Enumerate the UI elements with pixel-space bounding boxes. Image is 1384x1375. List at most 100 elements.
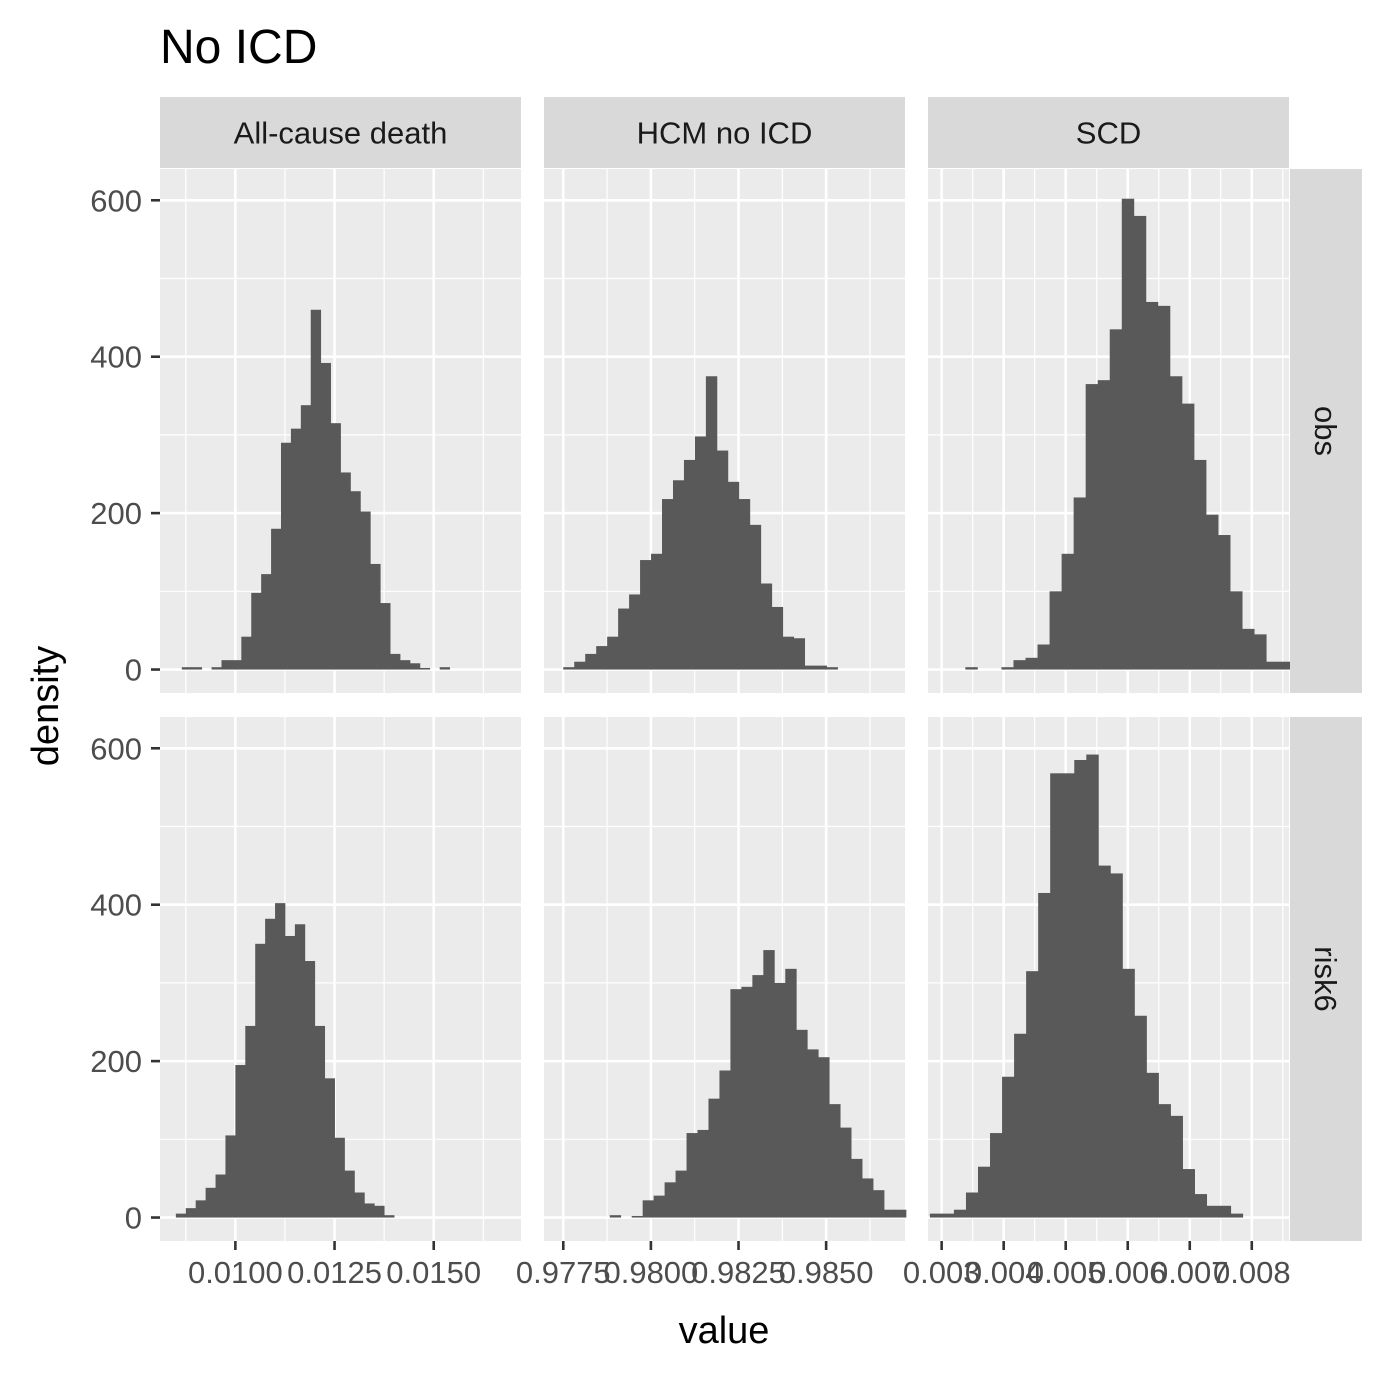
histogram-bar (990, 1133, 1003, 1218)
histogram-bar (708, 1098, 720, 1218)
histogram-bar (384, 1215, 395, 1218)
histogram-bar (221, 660, 232, 670)
histogram-bar (763, 950, 775, 1218)
histogram-bar (862, 1178, 874, 1218)
histogram-bar (245, 1025, 256, 1218)
histogram-bar (686, 1133, 698, 1218)
histogram-bar (175, 1213, 187, 1218)
histogram-bar (231, 660, 242, 670)
x-tick-label: 0.9825 (691, 1255, 786, 1290)
histogram-bar (1170, 1115, 1183, 1218)
column-strip-label: All-cause death (234, 116, 448, 151)
histogram-bar (235, 1065, 246, 1218)
histogram-bar (829, 1104, 841, 1218)
histogram-bar (1242, 628, 1255, 670)
histogram-bar (1206, 1205, 1220, 1218)
histogram-bar (1110, 873, 1123, 1218)
histogram-bar (211, 667, 222, 670)
histogram-bar (1050, 773, 1063, 1218)
histogram-bar (1157, 305, 1171, 670)
histogram-bar (716, 450, 729, 670)
histogram-bar (1085, 384, 1099, 670)
column-strip-2: SCD (928, 97, 1289, 168)
histogram-bar (1097, 380, 1111, 670)
x-tick-label: 0.003 (903, 1255, 981, 1290)
histogram-bar (271, 528, 282, 670)
histogram-bar (965, 1192, 979, 1218)
y-tick-label: 400 (90, 888, 142, 923)
histogram-bar (631, 1215, 644, 1218)
column-strip-label: HCM no ICD (637, 116, 813, 151)
histogram-bar (409, 663, 421, 670)
histogram-bar (730, 989, 742, 1218)
y-tick-label: 0 (125, 1201, 142, 1236)
histogram-bar (1074, 760, 1087, 1218)
histogram-bar (1122, 968, 1135, 1218)
histogram-bar (1086, 754, 1099, 1218)
histogram-bar (1230, 591, 1243, 670)
histogram-bar (574, 661, 586, 670)
histogram-bar (1254, 634, 1267, 670)
histogram-bar (1049, 591, 1063, 670)
histogram-bar (275, 903, 286, 1218)
histogram-bar (873, 1190, 885, 1218)
histogram-bar (300, 405, 312, 670)
panel-obs-0 (160, 169, 521, 693)
histogram-bar (330, 423, 341, 670)
panel-obs-1 (544, 169, 905, 693)
y-tick-label: 600 (90, 183, 142, 218)
column-strip-0: All-cause death (160, 97, 521, 168)
histogram-bar (629, 594, 641, 670)
histogram-bar (191, 667, 203, 670)
histogram-bar (1266, 661, 1279, 670)
histogram-bar (320, 362, 331, 670)
histogram-bar (1182, 1169, 1195, 1218)
histogram-bar (261, 574, 272, 670)
y-axis-label: density (25, 646, 67, 766)
histogram-bar (818, 1057, 830, 1218)
histogram-bar (1002, 1076, 1015, 1218)
histogram-bar (251, 592, 262, 670)
strip-background (1290, 169, 1362, 693)
histogram-bar (929, 1213, 943, 1218)
histogram-bar (1181, 403, 1195, 670)
histogram-bar (1098, 865, 1111, 1218)
histogram-bar (1230, 1213, 1244, 1218)
histogram-bar (1062, 773, 1075, 1218)
histogram-bar (205, 1187, 216, 1218)
histogram-bar (771, 606, 784, 670)
histogram-bar (1193, 459, 1207, 670)
histogram-bar (774, 982, 786, 1218)
histogram-bar (1037, 644, 1050, 670)
histogram-bar (782, 636, 795, 670)
histogram-bar (350, 491, 361, 670)
histogram-bar (310, 309, 322, 670)
histogram-bar (340, 472, 351, 670)
histogram-bar (419, 667, 431, 670)
histogram-bar (672, 480, 685, 670)
x-tick-label: 0.9800 (603, 1255, 698, 1290)
histogram-bar (651, 553, 663, 670)
histogram-bar (640, 560, 652, 670)
x-axis-label: value (679, 1310, 770, 1352)
histogram-bar (884, 1209, 896, 1218)
histogram-bar (618, 608, 630, 670)
x-tick-label: 0.0125 (287, 1255, 382, 1290)
strip-background (160, 97, 521, 168)
histogram-bar (1001, 667, 1014, 670)
histogram-bar (241, 636, 252, 670)
histogram-bar (1169, 376, 1183, 670)
histogram-bar (705, 376, 718, 670)
histogram-bar (1134, 1015, 1147, 1218)
histogram-bar (653, 1195, 666, 1218)
histogram-bar (1025, 657, 1038, 670)
row-strip-label: obs (1308, 406, 1343, 456)
histogram-bar (749, 524, 762, 670)
y-tick-label: 0 (125, 653, 142, 688)
histogram-bar (585, 653, 597, 670)
histogram-bar (815, 665, 827, 670)
histogram-bar (697, 1129, 709, 1218)
histogram-bar (662, 499, 674, 670)
column-strips: All-cause death HCM no ICD SCD (160, 97, 1289, 168)
histogram-bar (290, 428, 302, 670)
